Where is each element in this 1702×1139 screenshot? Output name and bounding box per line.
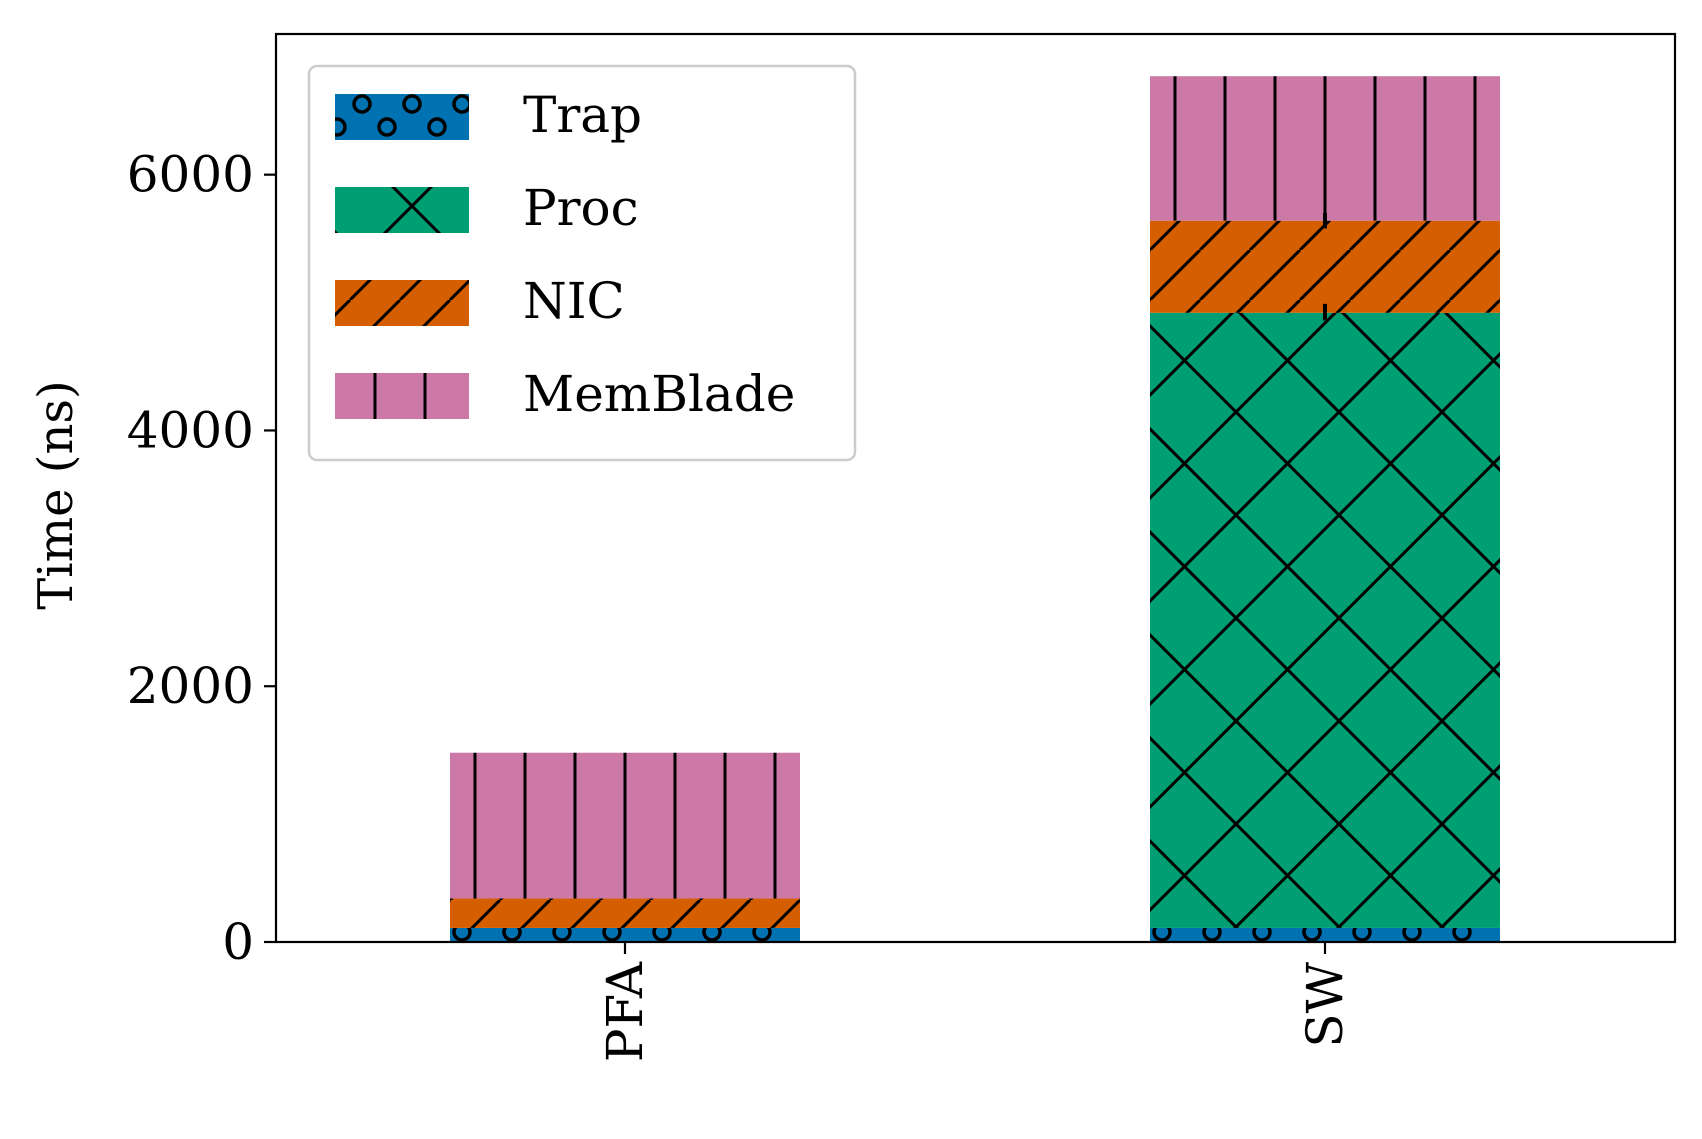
legend-swatch-memblade <box>335 373 469 419</box>
legend-label-trap: Trap <box>523 86 642 144</box>
bar-sw-memblade <box>1150 76 1500 221</box>
bar-pfa-nic <box>450 898 800 928</box>
legend-label-memblade: MemBlade <box>523 365 795 423</box>
y-tick-label: 2000 <box>127 657 254 715</box>
y-tick-label: 6000 <box>127 146 254 204</box>
y-tick-label: 4000 <box>127 401 254 459</box>
bar-pfa-memblade <box>450 752 800 899</box>
bar-sw-nic <box>1150 220 1500 313</box>
bar-sw-proc <box>1150 312 1500 928</box>
legend-box <box>307 64 857 462</box>
legend-swatch-proc <box>335 187 469 233</box>
plot-frame <box>274 32 1677 944</box>
legend-swatch-trap <box>335 94 469 140</box>
legend-swatch-nic <box>335 280 469 326</box>
x-tick-label: PFA <box>596 961 654 1062</box>
legend-label-nic: NIC <box>523 272 625 330</box>
legend-label-proc: Proc <box>523 179 639 237</box>
y-axis-title: Time (ns) <box>28 380 84 610</box>
bar-pfa-trap <box>450 927 800 942</box>
y-tick-label: 0 <box>222 913 254 971</box>
bar-sw-trap <box>1150 927 1500 942</box>
x-tick-label: SW <box>1296 961 1354 1047</box>
